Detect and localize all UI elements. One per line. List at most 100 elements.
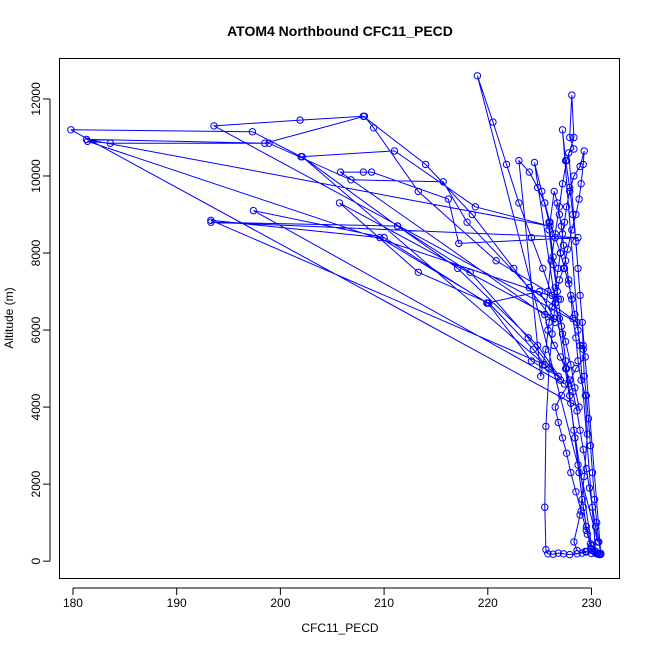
data-point	[561, 364, 570, 373]
data-point	[556, 249, 565, 257]
data-point	[473, 72, 482, 80]
data-point	[550, 314, 558, 323]
data-point	[565, 380, 573, 388]
data-point	[538, 187, 546, 196]
data-point	[556, 376, 565, 384]
data-point	[541, 310, 549, 319]
data-point	[588, 503, 597, 511]
data-point	[577, 507, 585, 515]
data-point	[546, 222, 554, 230]
data-point	[542, 345, 550, 353]
data-point	[554, 372, 562, 380]
data-point	[207, 216, 215, 225]
data-point	[558, 434, 567, 442]
data-point	[559, 241, 568, 250]
data-point	[578, 495, 586, 504]
data-point	[545, 226, 553, 234]
data-point	[551, 284, 559, 292]
data-point	[575, 195, 583, 203]
data-point	[554, 549, 562, 557]
data-point	[582, 465, 590, 473]
data-point	[576, 426, 584, 434]
data-point	[555, 210, 564, 219]
data-point	[548, 330, 556, 338]
data-point	[581, 353, 589, 361]
data-point	[560, 380, 569, 388]
plot-frame	[59, 58, 620, 579]
data-point	[249, 206, 258, 215]
x-axis-label: CFC11_PECD	[301, 621, 378, 635]
data-point	[530, 158, 539, 167]
data-point	[248, 128, 257, 136]
data-point	[515, 199, 523, 207]
data-point	[444, 195, 453, 203]
x-tick-label: 190	[167, 596, 187, 610]
data-point	[335, 199, 344, 207]
data-point	[265, 139, 273, 147]
data-point	[555, 203, 564, 211]
data-point	[261, 139, 269, 147]
y-axis-label: Altitude (m)	[2, 287, 16, 348]
data-point	[572, 488, 580, 496]
data-point	[561, 357, 570, 365]
data-point	[463, 218, 471, 226]
data-point	[551, 230, 559, 238]
data-point	[579, 345, 587, 353]
data-point	[567, 361, 575, 369]
data-point	[576, 291, 584, 300]
data-point	[583, 530, 592, 538]
data-point	[380, 233, 388, 242]
y-tick-label: 4000	[29, 393, 43, 420]
data-point	[570, 145, 578, 153]
data-point	[554, 418, 562, 427]
data-point	[549, 253, 557, 261]
data-point	[510, 264, 518, 273]
data-point	[471, 203, 480, 211]
data-point	[544, 550, 552, 558]
data-point	[569, 388, 577, 396]
data-point	[359, 168, 368, 176]
y-axis: 0 2000 4000 6000 8000 10000 12000	[29, 82, 51, 565]
data-point	[571, 310, 579, 319]
data-point	[565, 280, 573, 288]
data-point	[565, 149, 573, 157]
data-point	[515, 156, 523, 165]
data-point	[548, 303, 556, 311]
data-point	[574, 461, 582, 469]
data-point	[390, 147, 399, 155]
x-tick-label: 220	[478, 596, 498, 610]
data-point	[207, 218, 215, 226]
data-point	[571, 434, 579, 442]
data-point	[296, 116, 304, 124]
data-point	[553, 199, 561, 207]
y-tick-label: 8000	[29, 239, 43, 266]
series-line-0	[70, 75, 602, 556]
data-point	[567, 399, 575, 407]
data-point	[541, 361, 549, 369]
data-point	[454, 264, 462, 273]
data-point	[582, 526, 590, 535]
data-point	[539, 361, 547, 369]
x-tick-label: 210	[374, 596, 394, 610]
data-point	[106, 139, 115, 147]
data-point	[544, 287, 552, 296]
data-point	[560, 218, 569, 226]
data-point	[558, 230, 567, 238]
data-point	[580, 147, 588, 155]
data-point	[502, 160, 511, 169]
data-point	[535, 287, 544, 296]
data-point	[527, 357, 536, 365]
data-point	[551, 403, 559, 411]
data-point	[563, 245, 572, 253]
data-point	[580, 372, 588, 380]
data-point	[575, 403, 583, 411]
data-point	[573, 550, 581, 558]
data-point	[569, 314, 577, 323]
data-point	[367, 168, 376, 176]
data-point	[539, 264, 547, 273]
data-point	[583, 430, 592, 438]
data-point	[593, 518, 601, 527]
data-point	[468, 210, 476, 219]
data-point	[566, 376, 574, 384]
data-point	[489, 118, 497, 126]
